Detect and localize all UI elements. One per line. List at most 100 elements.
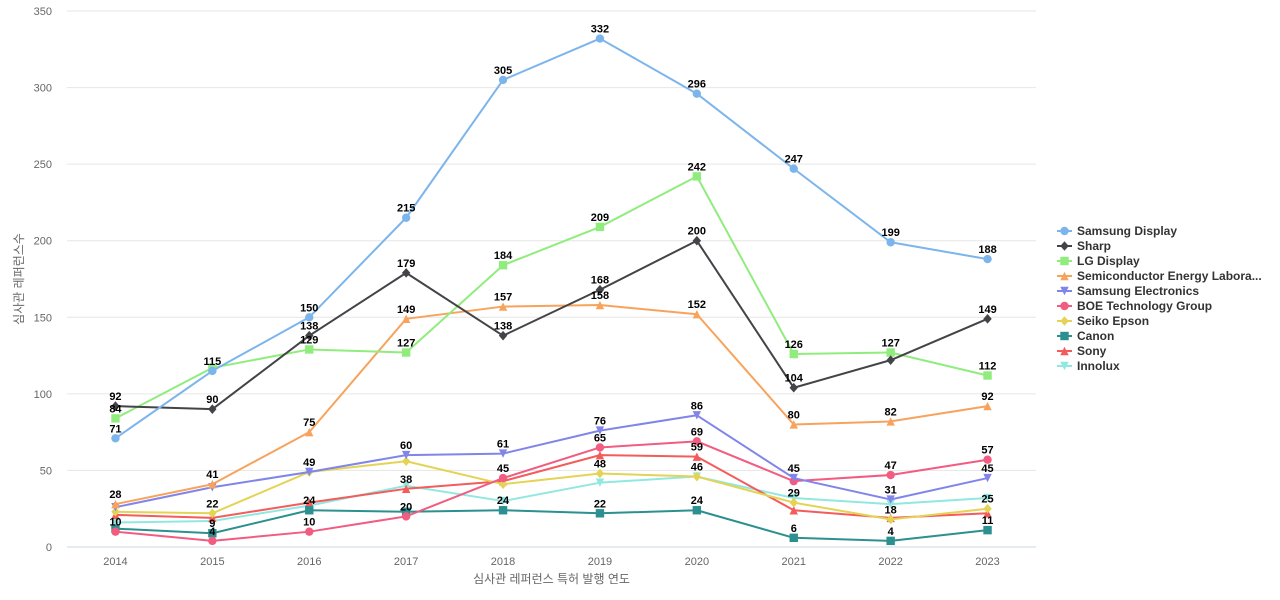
data-label: 24 [497,495,510,507]
data-point [305,467,314,477]
data-point [692,411,702,420]
data-point [789,533,798,543]
legend-item[interactable]: Samsung Electronics [1057,284,1199,298]
legend-item[interactable]: Sony [1057,344,1107,358]
data-label: 47 [885,460,897,472]
data-point [305,427,314,437]
data-label: 29 [788,488,800,500]
data-point [208,404,217,414]
data-point [305,498,314,507]
legend-label: Seiko Epson [1077,314,1149,328]
x-tick-label: 2019 [588,556,612,568]
legend-marker [1060,346,1069,356]
series-line [115,460,988,521]
series-1 [111,235,992,414]
data-label: 158 [591,290,609,302]
data-point [498,330,508,341]
data-point [983,314,992,324]
data-point [983,503,992,514]
y-tick-label: 100 [34,389,52,401]
data-point [789,382,798,393]
data-label: 149 [978,304,996,316]
data-point [111,434,120,443]
legend-item[interactable]: BOE Technology Group [1057,299,1212,313]
data-label: 45 [497,463,509,475]
data-point [208,536,217,546]
data-point [692,437,702,446]
x-axis-ticks: 2014 2015 2016 2017 2018 2019 2020 2021 2022 2023 [103,556,1000,568]
legend-label: Sharp [1077,239,1111,253]
x-tick-label: 2023 [975,556,999,568]
data-point [305,527,314,536]
series-line [115,239,988,411]
y-tick-label: 250 [34,159,52,171]
y-tick-label: 200 [34,236,52,248]
data-label: 9 [209,518,215,530]
data-point [595,300,605,310]
legend-item[interactable]: LG Display [1057,254,1140,268]
data-label: 45 [788,463,800,475]
x-tick-label: 2021 [782,556,806,568]
data-point [498,261,508,270]
data-point [498,473,508,483]
x-tick-label: 2015 [200,556,224,568]
x-tick-label: 2018 [491,556,515,568]
data-point [789,473,798,483]
data-point [498,479,508,490]
data-label: 242 [688,161,706,173]
series-line [115,454,988,519]
data-point [401,450,411,460]
data-label: 115 [203,356,221,368]
data-point [498,75,508,85]
data-label: 61 [497,439,509,451]
data-point [692,452,702,461]
legend-item[interactable]: Sharp [1057,239,1111,253]
data-point [595,478,605,487]
legend-marker [1060,226,1069,236]
data-label: 28 [109,489,121,501]
data-label: 188 [978,244,996,256]
legend-item[interactable]: Semiconductor Energy Labora... [1057,269,1262,283]
grid-lines [67,10,1036,548]
data-label: 157 [494,292,512,304]
data-point [595,443,605,452]
legend-marker [1060,316,1069,326]
data-point [983,493,992,503]
data-point [498,302,508,311]
data-label: 112 [979,360,997,372]
data-point [401,314,411,324]
data-label: 199 [881,227,899,239]
legend-item[interactable]: Samsung Display [1057,224,1177,238]
legend-marker [1060,301,1069,311]
data-label: 60 [400,440,412,452]
series-line [114,175,988,420]
data-point [789,506,798,515]
series-line [115,509,988,542]
data-point [111,527,120,536]
y-tick-label: 150 [34,312,52,324]
data-point [789,420,798,429]
data-point [789,349,798,359]
legend-item[interactable]: Seiko Epson [1057,314,1149,328]
data-point [692,235,702,246]
legend-label: Semiconductor Energy Labora... [1077,269,1262,283]
legend-marker [1060,331,1069,341]
series-line [115,414,988,509]
data-label: 184 [494,250,513,262]
data-point [886,355,895,365]
series-line [115,440,988,542]
data-point [983,401,992,411]
data-point [983,525,992,535]
legend-item[interactable]: Innolux [1057,359,1120,373]
legend-item[interactable]: Canon [1057,329,1114,343]
data-point [401,348,411,357]
data-point [305,345,314,354]
data-label: 38 [400,474,412,486]
x-tick-label: 2020 [685,556,709,568]
data-point [983,254,992,264]
data-point [692,89,702,98]
series-layer [111,34,992,546]
legend-label: Canon [1077,329,1114,343]
